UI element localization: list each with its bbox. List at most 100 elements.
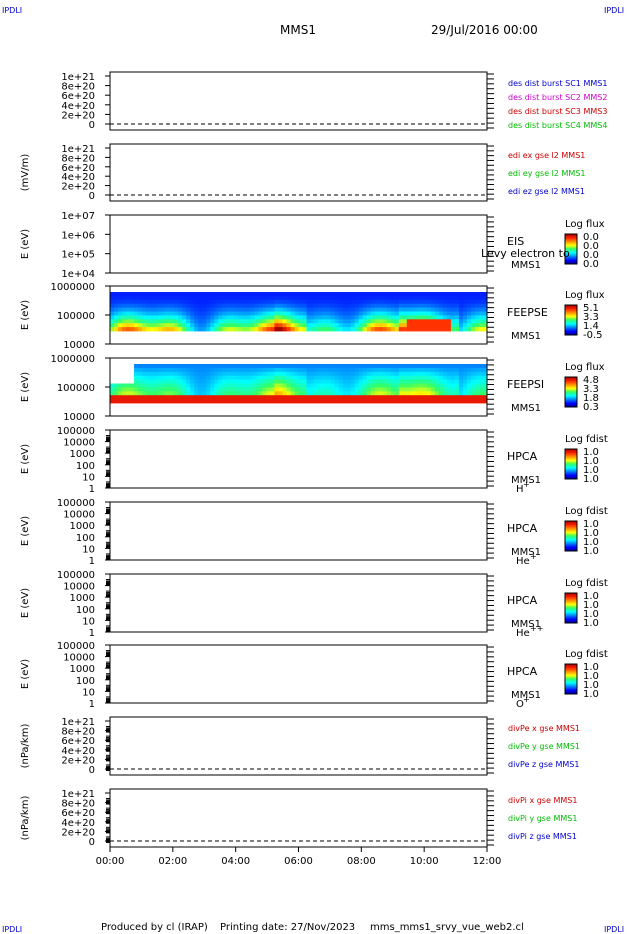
spectrogram-cell [406,383,412,388]
spectrogram-cell [306,307,311,312]
spectrogram-cell [290,311,295,316]
spectrogram-cell [318,315,323,320]
spectrogram-cell [474,292,480,297]
spectrogram-cell [186,367,191,373]
spectrogram-cell [358,379,364,384]
spectrogram-cell [342,375,348,380]
spectrogram-cell [230,371,235,377]
spectrogram-cell [254,371,259,377]
spectrogram-cell [334,323,340,328]
spectrogram-cell [294,307,299,312]
spectrogram-cell [302,367,307,373]
spectrogram-cell [382,379,388,384]
spectrogram-cell [354,391,360,396]
spectrogram-cell [342,292,348,297]
spectrogram-cell [446,367,452,373]
spectrogram-cell [342,371,348,377]
spectrogram-cell [230,391,235,396]
spectrogram-cell [274,295,279,301]
spectrogram-cell [390,375,396,380]
spectrogram-cell [426,303,432,308]
spectrogram-cell [174,319,179,324]
spectrogram-cell [386,319,392,324]
spectrogram-cell [454,311,460,316]
spectrogram-cell [374,375,380,380]
spectrogram-cell [190,327,195,332]
spectrogram-cell [454,367,460,373]
y-tick-label: 1e+21 [61,789,95,800]
spectrogram-cell [410,379,416,384]
spectrogram-cell [474,367,480,373]
spectrogram-cell [306,383,311,388]
spectrogram-cell [426,399,432,404]
spectrogram-cell [462,323,468,328]
spectrogram-cell [242,315,247,320]
spectrogram-cell [338,319,344,324]
spectrogram-cell [202,319,207,324]
spectrogram-cell [446,319,452,324]
spectrogram-cell [226,375,231,380]
spectrogram-cell [266,364,271,369]
spectrogram-cell [334,367,340,373]
spectrogram-cell [166,327,171,332]
spectrogram-cell [158,303,163,308]
y-tick-label: 1e+07 [61,211,95,222]
spectrogram-cell [318,387,323,392]
spectrogram-cell [298,364,303,369]
spectrogram-cell [310,323,315,328]
spectrogram-cell [406,371,412,377]
spectrogram-cell [130,311,135,316]
spectrogram-cell [230,299,235,305]
spectrogram-cell [450,395,456,400]
spectrogram-cell [194,319,199,324]
spectrogram-cell [258,367,263,373]
spectrogram-cell [466,391,472,396]
spectrogram-cell [170,367,175,373]
spectrogram-cell [446,387,452,392]
legend-entry: divPi z gse MMS1 [508,832,577,841]
spectrogram-cell [182,399,187,404]
spectrogram-cell [142,383,147,388]
spectrogram-cell [230,399,235,404]
spectrogram-cell [370,391,376,396]
spectrogram-cell [338,375,344,380]
spectrogram-cell [458,387,464,392]
spectrogram-cell [278,391,283,396]
spectrogram-cell [290,383,295,388]
spectrogram-cell [450,364,456,369]
species-charge-label: + [523,695,530,704]
spectrogram-cell [222,383,227,388]
spectrogram-cell [126,292,131,297]
spectrogram-cell [234,299,239,305]
spectrogram-cell [222,299,227,305]
y-tick-label: 1 [89,699,95,710]
spectrogram-cell [270,371,275,377]
spectrogram-cell [350,327,356,332]
spectrogram-cell [182,375,187,380]
spectrogram-cell [338,299,344,305]
spectrogram-cell [166,315,171,320]
spectrogram-cell [166,311,171,316]
spectrogram-cell [182,387,187,392]
spectrogram-cell [246,383,251,388]
spectrogram-cell [254,319,259,324]
spectrogram-cell [238,292,243,297]
spectrogram-cell [358,399,364,404]
spectrogram-cell [130,387,135,392]
spectrogram-cell [150,399,155,404]
spectrogram-cell [234,319,239,324]
spectrogram-cell [458,364,464,369]
spectrogram-cell [150,303,155,308]
spectrogram-cell [474,295,480,301]
spectrogram-cell [170,299,175,305]
spectrogram-cell [238,295,243,301]
colorbar [564,592,578,624]
y-tick-label: 1000 [70,521,95,532]
spectrogram-cell [246,379,251,384]
spectrogram-cell [314,327,319,332]
spectrogram-cell [450,315,456,320]
spectrogram-cell [426,315,432,320]
spectrogram-cell [122,307,127,312]
spectrogram-cell [298,327,303,332]
